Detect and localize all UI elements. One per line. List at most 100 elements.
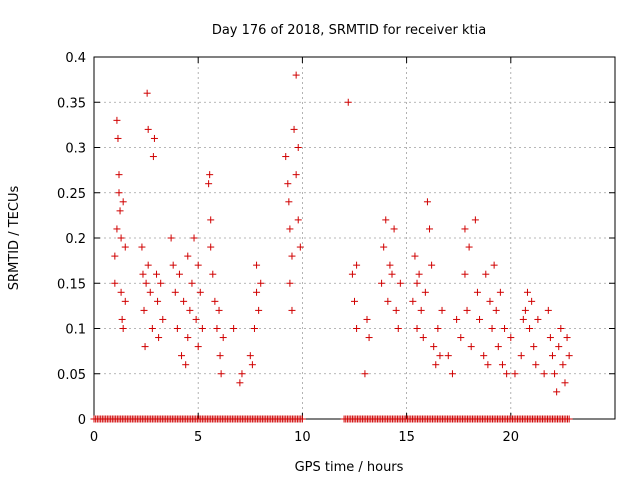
data-point: [413, 325, 421, 332]
data-point: [209, 270, 217, 278]
data-point: [294, 216, 302, 224]
data-point: [114, 134, 122, 142]
data-point: [421, 288, 429, 296]
data-point: [257, 279, 265, 287]
data-point: [548, 352, 556, 360]
data-point: [173, 325, 181, 332]
data-point: [409, 297, 417, 305]
data-point: [255, 306, 263, 314]
data-point: [463, 306, 471, 314]
data-point: [205, 180, 213, 188]
data-point: [139, 270, 147, 278]
data-point: [344, 98, 352, 106]
axis-ticks: 0 0.05 0.1 0.15 0.2 0.25 0.3 0.35 0.4 0 5 10 15 20: [57, 51, 615, 445]
data-point: [411, 252, 419, 260]
data-point: [488, 325, 496, 332]
data-point: [111, 252, 119, 260]
y-axis-label: SRMTID / TECUs: [7, 186, 22, 291]
data-point: [461, 225, 469, 233]
data-point: [246, 352, 254, 360]
data-point: [557, 325, 565, 332]
chart-title: Day 176 of 2018, SRMTID for receiver kti…: [212, 23, 486, 38]
data-point: [175, 270, 183, 278]
data-point: [117, 234, 125, 242]
data-point: [148, 325, 156, 332]
data-point: [565, 352, 573, 360]
y-tick-label: 0: [78, 413, 86, 428]
data-point: [378, 279, 386, 287]
data-point: [140, 306, 148, 314]
data-point: [394, 325, 402, 332]
data-point: [484, 361, 492, 369]
y-tick-label: 0.35: [57, 96, 86, 111]
data-point: [534, 315, 542, 323]
data-point: [294, 144, 302, 151]
data-point: [213, 325, 221, 332]
x-tick-label: 10: [294, 430, 311, 445]
data-points: [90, 71, 573, 423]
data-point: [348, 270, 356, 278]
data-point: [113, 225, 121, 233]
data-point: [498, 361, 506, 369]
data-point: [248, 361, 256, 369]
data-point: [144, 261, 152, 269]
data-point: [563, 334, 571, 342]
data-point: [353, 325, 361, 332]
y-tick-label: 0.05: [57, 368, 86, 383]
data-point: [253, 261, 261, 269]
data-point: [453, 315, 461, 323]
data-point: [523, 288, 531, 296]
data-point-zero: [565, 415, 573, 423]
data-point: [186, 306, 194, 314]
data-point: [142, 279, 150, 287]
data-point: [517, 352, 525, 360]
data-point: [207, 216, 215, 224]
data-point: [353, 261, 361, 269]
data-point: [207, 243, 215, 251]
data-point: [561, 379, 569, 387]
data-point: [461, 270, 469, 278]
data-point: [423, 198, 431, 206]
data-point: [121, 243, 129, 251]
data-point: [219, 334, 227, 342]
x-axis-label: GPS time / hours: [295, 460, 404, 475]
data-point: [396, 279, 404, 287]
data-point: [217, 370, 225, 378]
data-point: [284, 180, 292, 188]
data-point: [285, 198, 293, 206]
data-point: [365, 334, 373, 342]
data-point: [196, 288, 204, 296]
data-point: [551, 370, 559, 378]
data-point: [115, 171, 123, 179]
data-point: [250, 325, 258, 332]
data-point: [511, 370, 519, 378]
data-point: [482, 270, 490, 278]
data-point: [526, 325, 534, 332]
data-point: [476, 315, 484, 323]
data-point: [503, 370, 511, 378]
data-point: [363, 315, 371, 323]
data-point: [215, 306, 223, 314]
data-point: [118, 315, 126, 323]
x-tick-label: 5: [194, 430, 202, 445]
data-point: [457, 334, 465, 342]
data-point: [288, 252, 296, 260]
data-point: [430, 343, 438, 351]
data-point: [143, 89, 151, 97]
data-point: [413, 279, 421, 287]
data-point: [121, 297, 129, 305]
data-point: [530, 343, 538, 351]
data-point: [532, 361, 540, 369]
data-point: [115, 189, 123, 197]
data-point: [184, 252, 192, 260]
data-point: [490, 261, 498, 269]
data-point: [494, 343, 502, 351]
y-tick-label: 0.3: [65, 142, 86, 157]
data-point: [211, 297, 219, 305]
data-point: [113, 116, 121, 124]
data-point: [146, 288, 154, 296]
data-point: [149, 153, 157, 161]
data-point: [380, 243, 388, 251]
data-point: [390, 225, 398, 233]
data-point: [288, 306, 296, 314]
